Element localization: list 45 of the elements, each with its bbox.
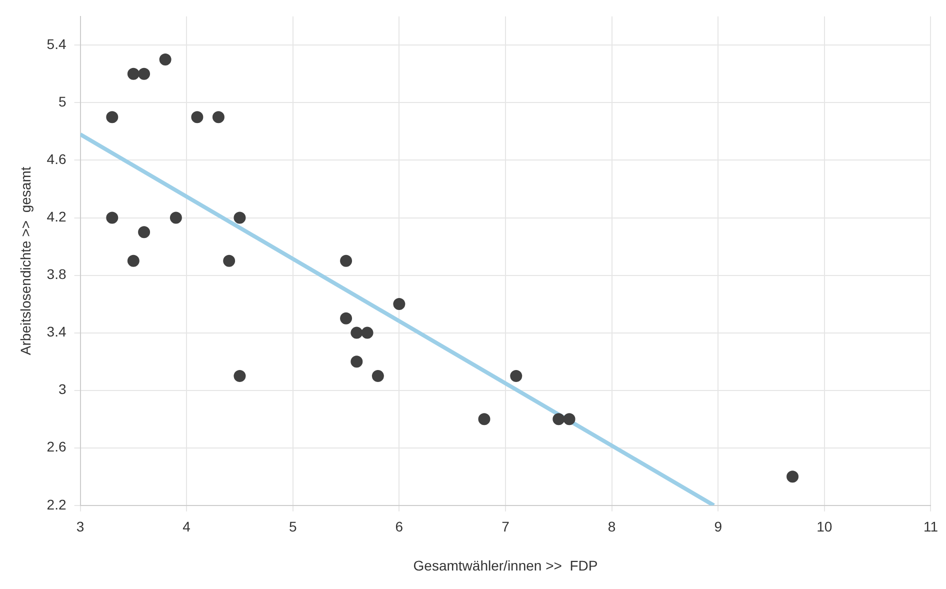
point [340, 312, 352, 324]
point [127, 254, 140, 267]
point [106, 111, 118, 124]
x-tick-label: 10 [816, 518, 832, 535]
y-tick-label: 5.4 [46, 36, 66, 52]
y-axis-title: Arbeitslosendichte >> gesamt [17, 166, 34, 356]
y-tick-label: 3.4 [46, 324, 66, 340]
point [563, 413, 576, 426]
point [393, 298, 406, 310]
point [350, 356, 363, 368]
point [234, 370, 246, 382]
point [212, 111, 224, 124]
point [510, 370, 522, 382]
point [138, 68, 150, 80]
point [106, 212, 118, 224]
y-tick-label: 2.2 [46, 496, 66, 512]
y-tick-label: 4.2 [46, 208, 66, 225]
point [223, 254, 236, 267]
x-tick-label: 11 [923, 518, 938, 535]
x-tick-label: 7 [502, 518, 510, 535]
point [127, 68, 140, 80]
point [786, 470, 799, 483]
point [191, 111, 204, 124]
x-tick-label: 3 [76, 518, 84, 535]
x-tick-label: 8 [608, 518, 616, 535]
point [478, 413, 490, 426]
y-tick-label: 3 [58, 381, 66, 398]
y-tick-label: 2.6 [46, 438, 66, 455]
point [361, 326, 374, 339]
x-tick-label: 9 [714, 518, 722, 535]
point [170, 212, 182, 224]
x-axis-title: Gesamtwähler/innen >> FDP [413, 557, 598, 574]
y-tick-label: 5 [58, 94, 66, 110]
x-tick-label: 6 [395, 518, 404, 535]
x-tick-label: 5 [288, 518, 297, 535]
point [552, 413, 565, 426]
x-tick-label: 4 [182, 518, 191, 535]
point [340, 254, 352, 267]
point [159, 54, 172, 66]
y-tick-label: 4.6 [46, 151, 66, 168]
point [234, 212, 246, 224]
point [350, 326, 363, 339]
y-tick-label: 3.8 [46, 266, 66, 282]
point [138, 226, 150, 238]
point [372, 370, 384, 382]
